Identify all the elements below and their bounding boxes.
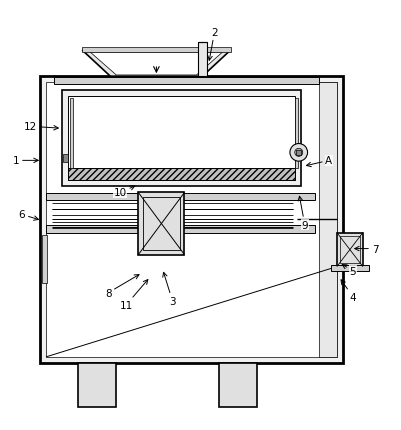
Bar	[40, 77, 343, 363]
Bar	[143, 198, 180, 250]
Bar	[295, 99, 298, 169]
Bar	[68, 169, 295, 181]
Text: A: A	[306, 156, 332, 167]
Text: 10: 10	[114, 186, 135, 198]
Text: 11: 11	[119, 280, 148, 310]
Text: 2: 2	[208, 28, 218, 61]
Bar	[62, 91, 301, 187]
Bar	[340, 236, 360, 264]
Polygon shape	[82, 51, 231, 77]
Bar	[219, 363, 257, 407]
Bar	[337, 233, 363, 267]
Text: 6: 6	[19, 210, 38, 221]
Polygon shape	[90, 53, 223, 76]
Bar	[42, 235, 47, 283]
Bar	[296, 150, 301, 155]
Bar	[82, 48, 231, 53]
Text: 5: 5	[342, 265, 356, 276]
Bar	[198, 43, 207, 77]
Text: 9: 9	[298, 197, 308, 230]
Circle shape	[295, 149, 303, 157]
Bar	[68, 97, 295, 181]
Bar	[46, 194, 315, 201]
Bar	[319, 83, 337, 357]
Bar	[63, 155, 68, 163]
Text: 12: 12	[23, 122, 58, 132]
Bar	[78, 363, 116, 407]
Bar	[46, 226, 315, 233]
Bar	[46, 83, 337, 357]
Bar	[331, 265, 369, 272]
Text: 1: 1	[13, 156, 38, 166]
Bar	[54, 78, 319, 85]
Text: 3: 3	[163, 273, 176, 306]
Text: 4: 4	[341, 280, 356, 302]
Text: 8: 8	[105, 275, 139, 298]
Circle shape	[290, 144, 308, 162]
Text: 7: 7	[355, 244, 378, 254]
Bar	[138, 193, 184, 255]
Bar	[70, 99, 73, 169]
